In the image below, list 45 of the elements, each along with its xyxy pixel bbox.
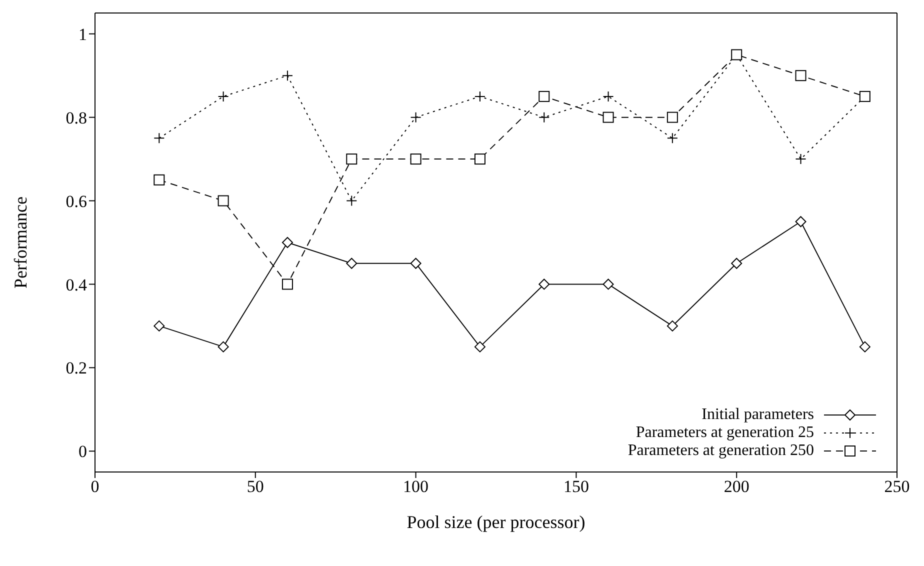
y-tick-label: 1 — [78, 24, 87, 44]
y-tick-label: 0.4 — [66, 275, 88, 294]
point — [154, 174, 165, 186]
point — [346, 154, 358, 165]
point — [218, 341, 229, 352]
point — [602, 278, 614, 290]
y-tick-label: 0 — [78, 442, 87, 462]
x-tick-label: 200 — [724, 477, 750, 496]
point — [410, 112, 422, 123]
point — [474, 154, 486, 165]
point — [282, 237, 293, 248]
point — [666, 112, 678, 123]
legend-label: Parameters at generation 25 — [636, 424, 814, 442]
legend-label: Initial parameters — [702, 406, 814, 424]
point — [410, 258, 422, 269]
point — [666, 320, 678, 332]
y-tick-label: 0.2 — [66, 358, 87, 378]
point — [218, 195, 229, 206]
x-axis-title: Pool size (per processor) — [406, 512, 586, 532]
x-tick-label: 0 — [90, 477, 100, 496]
y-tick-label: 0.6 — [66, 192, 87, 211]
point — [346, 195, 358, 206]
point — [731, 258, 742, 269]
point — [410, 154, 422, 165]
point — [602, 90, 614, 102]
point — [154, 132, 165, 144]
x-tick-label: 50 — [246, 477, 264, 496]
point — [346, 258, 358, 269]
point — [282, 70, 293, 82]
point — [602, 112, 614, 123]
x-tick-label: 100 — [403, 477, 429, 496]
point — [538, 90, 550, 102]
point — [795, 154, 806, 165]
legend-label: Parameters at generation 250 — [628, 442, 814, 460]
point — [795, 216, 806, 228]
point — [666, 132, 678, 144]
point — [474, 90, 486, 102]
x-tick-label: 150 — [563, 477, 589, 496]
point — [218, 90, 229, 102]
x-tick-label: 250 — [884, 477, 910, 496]
point — [538, 112, 550, 123]
point — [282, 278, 293, 290]
y-axis-title: Performance — [10, 196, 30, 288]
y-tick-label: 0.8 — [66, 108, 87, 128]
point — [795, 70, 806, 82]
